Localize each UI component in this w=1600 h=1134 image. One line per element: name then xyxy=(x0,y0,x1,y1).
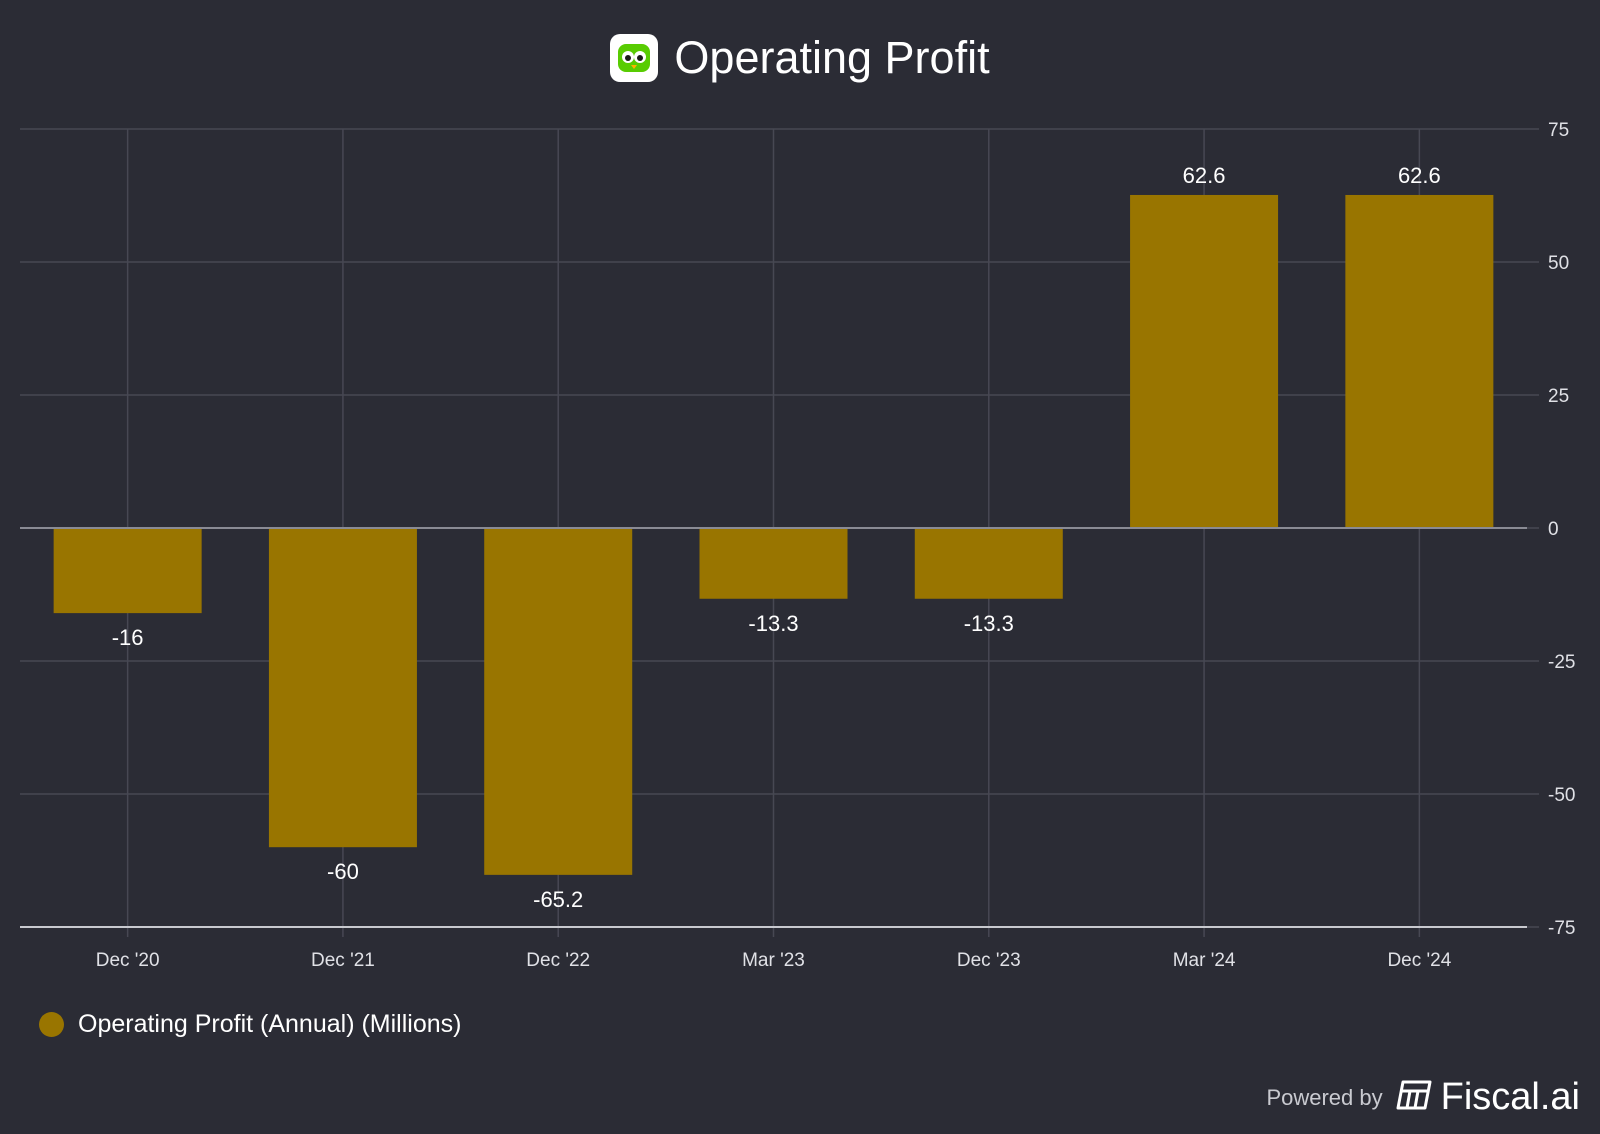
data-label: -60 xyxy=(327,859,359,884)
data-label: 62.6 xyxy=(1183,163,1226,188)
bar xyxy=(268,528,417,848)
data-label: -16 xyxy=(112,625,144,650)
x-tick-label: Dec '24 xyxy=(1387,950,1451,971)
powered-by[interactable]: Powered by Fiscal.ai xyxy=(1266,1076,1580,1119)
axes: 75 50 25 0 -25 -50 -75 Dec '20 Dec '21 Dec '22 Mar… xyxy=(20,120,1575,971)
x-tick-label: Mar '24 xyxy=(1173,950,1236,971)
data-label: -13.3 xyxy=(748,611,798,636)
powered-by-text: Powered by xyxy=(1266,1084,1383,1110)
y-tick-label: -25 xyxy=(1548,652,1575,673)
bar xyxy=(1345,194,1494,528)
owl-mascot-icon xyxy=(610,34,659,82)
y-tick-label: 25 xyxy=(1548,386,1569,407)
legend[interactable]: Operating Profit (Annual) (Millions) xyxy=(39,1010,461,1039)
legend-label: Operating Profit (Annual) (Millions) xyxy=(78,1010,462,1038)
bar xyxy=(914,528,1063,599)
x-tick-label: Dec '23 xyxy=(957,950,1021,971)
legend-swatch xyxy=(39,1012,64,1037)
bar xyxy=(53,528,202,614)
chart-header: Operating Profit xyxy=(0,32,1600,84)
x-tick-label: Dec '21 xyxy=(311,950,375,971)
data-labels: -16 -60 -65.2 -13.3 -13.3 62.6 62.6 xyxy=(112,163,1441,912)
x-tick-label: Dec '22 xyxy=(526,950,590,971)
bars xyxy=(53,194,1494,875)
fiscal-brand: Fiscal.ai xyxy=(1440,1076,1580,1118)
bar xyxy=(1130,194,1279,528)
x-tick-label: Dec '20 xyxy=(96,950,160,971)
data-label: -65.2 xyxy=(533,887,583,912)
fiscal-ledger-icon xyxy=(1395,1079,1433,1116)
bar xyxy=(699,528,848,599)
bar xyxy=(484,528,633,875)
y-tick-label: 0 xyxy=(1548,519,1559,540)
y-tick-label: -75 xyxy=(1548,918,1575,939)
chart-title: Operating Profit xyxy=(674,32,990,83)
x-tick-label: Mar '23 xyxy=(742,950,805,971)
data-label: 62.6 xyxy=(1398,163,1441,188)
y-tick-label: 50 xyxy=(1548,253,1569,274)
data-label: -13.3 xyxy=(964,611,1014,636)
y-tick-label: 75 xyxy=(1548,120,1569,141)
y-tick-label: -50 xyxy=(1548,785,1575,806)
